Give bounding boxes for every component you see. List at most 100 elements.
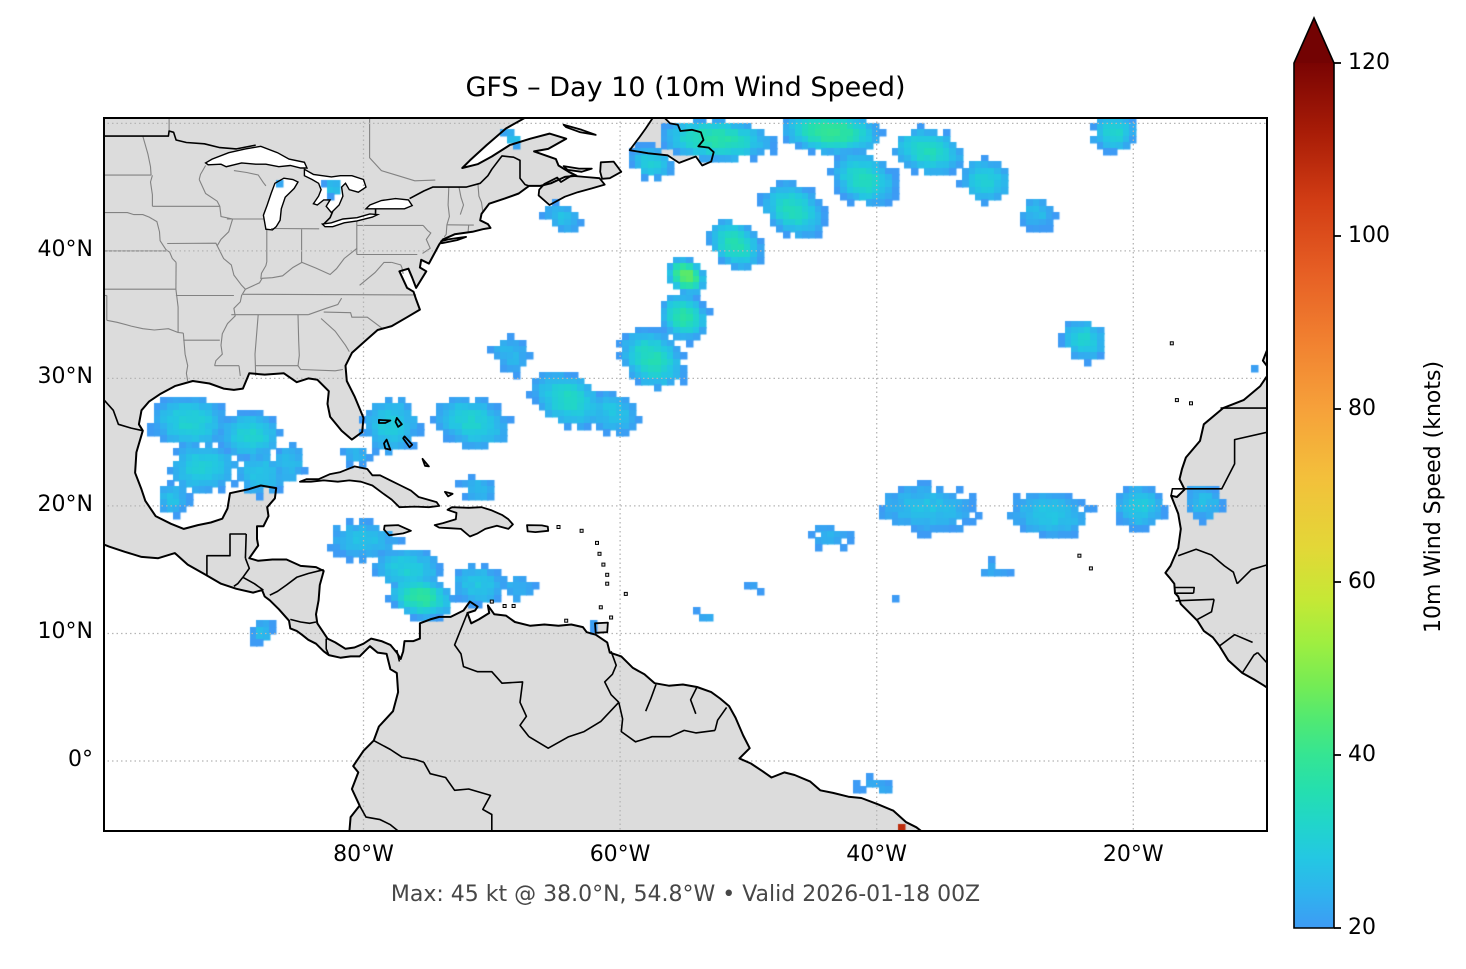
country-border	[1197, 599, 1215, 621]
y-tick-label: 20°N	[37, 491, 93, 517]
island-coastline	[537, 174, 606, 206]
country-border	[323, 211, 334, 225]
country-border	[618, 702, 716, 743]
country-border	[1175, 586, 1195, 594]
country-border	[373, 739, 425, 763]
small-island-dot	[597, 551, 602, 556]
country-border	[233, 576, 244, 587]
x-tick-label: 80°W	[333, 842, 394, 867]
country-border	[689, 686, 698, 715]
small-island-dot	[502, 604, 507, 608]
wind-speed-raster	[103, 117, 1268, 832]
country-border	[103, 130, 256, 150]
island-coastline	[383, 524, 412, 537]
y-tick-label: 40°N	[37, 236, 93, 262]
country-border	[269, 568, 324, 596]
lake-outline	[303, 168, 367, 214]
y-tick-label: 10°N	[37, 619, 93, 645]
country-border	[290, 618, 317, 625]
x-tick-label: 60°W	[589, 842, 651, 867]
country-border	[714, 706, 728, 731]
small-island-dot	[1174, 398, 1179, 403]
island-coastline	[562, 123, 597, 136]
small-island-dot	[598, 605, 603, 610]
country-border	[1241, 651, 1259, 674]
figure-caption: Max: 45 kt @ 38.0°N, 54.8°W • Valid 2026…	[390, 882, 981, 907]
country-border	[396, 649, 401, 662]
island-coastline	[383, 438, 392, 451]
country-border	[423, 761, 493, 832]
island-coastline	[562, 165, 593, 173]
island-coastline	[440, 236, 467, 245]
small-island-dot	[1088, 566, 1093, 571]
small-island-dot	[579, 528, 584, 533]
colorbar-tick-label: 40	[1348, 742, 1376, 767]
country-border	[603, 651, 620, 703]
country-border	[242, 576, 264, 591]
country-border	[409, 155, 530, 200]
colorbar-outline	[1293, 16, 1335, 929]
small-island-dot	[489, 599, 494, 604]
country-border	[244, 533, 247, 559]
small-island-dot	[1169, 341, 1174, 346]
small-island-dot	[623, 591, 628, 596]
lake-outline	[364, 197, 414, 210]
country-border	[358, 805, 400, 832]
small-island-dot	[511, 604, 516, 608]
island-coastline	[299, 465, 441, 509]
colorbar-tick-label: 60	[1348, 569, 1376, 594]
colorbar-tick-label: 100	[1348, 223, 1390, 248]
small-island-dot	[556, 525, 561, 529]
coastline-americas	[103, 117, 924, 832]
colorbar	[1280, 8, 1400, 958]
small-island-dot	[1077, 553, 1082, 558]
y-tick-label: 0°	[68, 746, 93, 772]
island-coastline	[444, 491, 454, 498]
island-coastline	[594, 621, 609, 634]
x-tick-label: 20°W	[1102, 842, 1164, 867]
country-border	[242, 557, 251, 578]
island-coastline	[394, 417, 403, 428]
small-island-dot	[564, 618, 569, 623]
island-coastline	[628, 117, 715, 167]
colorbar-extend-arrow	[1294, 18, 1334, 63]
country-border	[1175, 598, 1215, 602]
small-island-dot	[609, 615, 614, 620]
island-coastline	[402, 435, 414, 449]
small-island-dot	[605, 572, 610, 577]
island-coastline	[421, 457, 430, 468]
lake-outline	[262, 177, 299, 231]
lake-outline	[204, 145, 309, 169]
plot-spine	[103, 117, 1268, 832]
country-border	[1170, 431, 1268, 496]
lake-outline	[320, 213, 381, 228]
coastline-africa	[1164, 346, 1268, 690]
small-island-dot	[601, 562, 606, 567]
country-border	[103, 398, 143, 432]
country-border	[1177, 548, 1238, 584]
figure-title: GFS – Day 10 (10m Wind Speed)	[465, 72, 906, 103]
country-border	[206, 533, 247, 577]
country-border	[528, 701, 620, 749]
colorbar-gradient	[1294, 63, 1334, 928]
small-island-dot	[605, 581, 610, 586]
island-coastline	[599, 160, 623, 180]
map-overlay-layer	[103, 117, 1268, 832]
y-tick-label: 30°N	[37, 364, 93, 390]
colorbar-tick-label: 80	[1348, 396, 1376, 421]
island-coastline	[433, 506, 514, 538]
island-coastline	[526, 524, 550, 533]
colorbar-tick-label: 120	[1348, 50, 1390, 75]
country-border	[1219, 633, 1253, 647]
colorbar-svg	[1293, 16, 1341, 929]
map-plot-area	[103, 117, 1268, 832]
country-border	[453, 612, 530, 738]
colorbar-axis-label: 10m Wind Speed (knots)	[1421, 360, 1446, 634]
colorbar-tick-label: 20	[1348, 915, 1376, 940]
country-border	[644, 684, 657, 712]
small-island-dot	[595, 540, 599, 545]
x-tick-label: 40°W	[846, 842, 908, 867]
island-coastline	[378, 419, 392, 424]
country-border	[1236, 563, 1268, 585]
